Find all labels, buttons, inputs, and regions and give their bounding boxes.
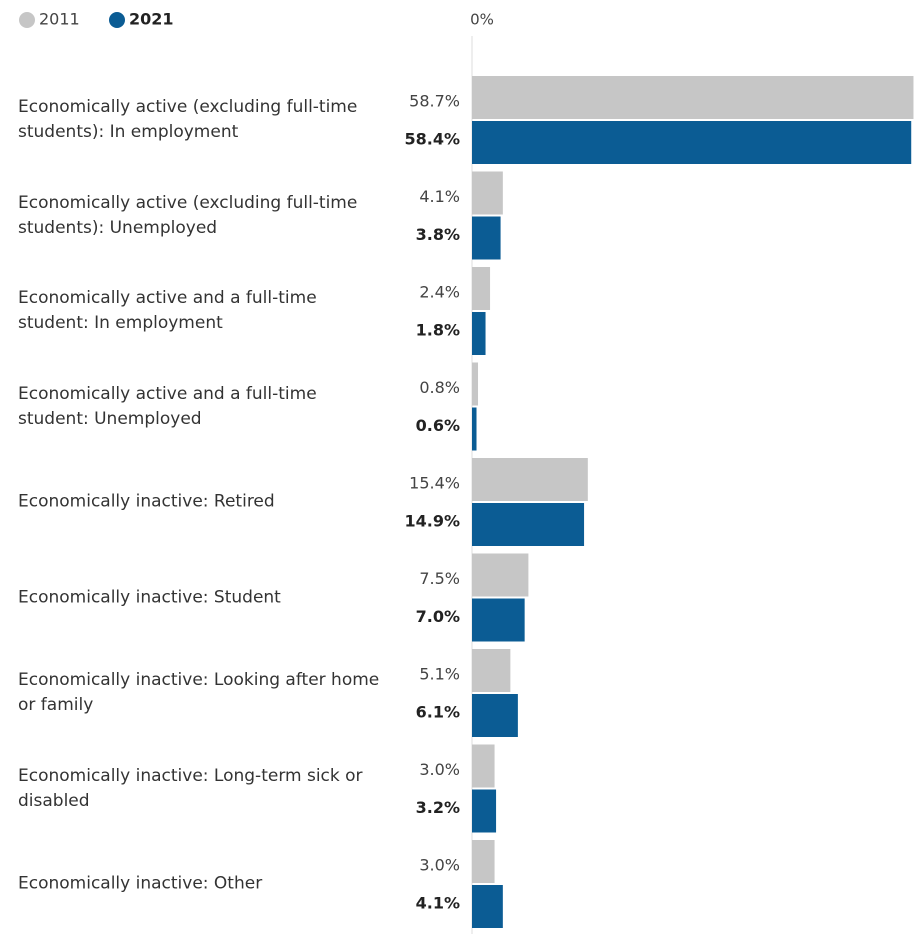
value-label: 3.0% (419, 760, 460, 779)
bar (472, 840, 495, 883)
bar (472, 458, 588, 501)
value-label: 6.1% (416, 703, 460, 722)
bar (472, 744, 495, 788)
legend-label: 2021 (129, 10, 174, 29)
value-label: 58.4% (404, 130, 460, 149)
value-label: 3.8% (416, 225, 460, 244)
bar (472, 553, 529, 597)
category-label: Economically active and a full-time stud… (18, 383, 317, 429)
category-label: Economically active (excluding full-time… (18, 97, 358, 142)
bar (472, 649, 511, 692)
value-label: 7.5% (419, 569, 460, 588)
value-label: 1.8% (416, 321, 460, 340)
value-label: 0.8% (419, 378, 460, 397)
bar (472, 267, 491, 310)
value-label: 2.4% (419, 283, 460, 302)
value-label: 4.1% (416, 894, 460, 913)
category-label: Economically inactive: Student (18, 587, 281, 607)
value-label: 3.0% (419, 856, 460, 875)
category-label: Economically inactive: Retired (18, 491, 275, 512)
bar (472, 171, 503, 215)
category-label: Economically inactive: Other (18, 873, 263, 894)
bar (472, 503, 585, 546)
bar (472, 598, 525, 642)
bar (472, 362, 479, 406)
bar (472, 312, 486, 355)
legend-marker (109, 12, 125, 28)
bar (472, 694, 518, 737)
bar (472, 885, 503, 928)
value-label: 5.1% (419, 665, 460, 684)
value-label: 4.1% (419, 187, 460, 206)
value-label: 7.0% (416, 607, 460, 626)
value-label: 3.2% (416, 798, 460, 817)
category-label: Economically inactive: Looking after hom… (18, 670, 380, 715)
bar (472, 407, 477, 451)
bar (472, 216, 501, 260)
value-label: 0.6% (416, 416, 460, 435)
category-label: Economically active (excluding full-time… (18, 192, 358, 238)
legend-label: 2011 (39, 10, 80, 29)
value-label: 15.4% (409, 474, 460, 493)
bar (472, 76, 914, 119)
value-label: 58.7% (409, 92, 460, 111)
bar (472, 789, 497, 833)
bar (472, 121, 912, 164)
category-label: Economically active and a full-time stud… (18, 288, 317, 333)
legend-marker (19, 12, 35, 28)
value-label: 14.9% (404, 512, 460, 531)
x-tick-label: 0% (470, 11, 494, 29)
category-label: Economically inactive: Long-term sick or… (18, 765, 363, 811)
